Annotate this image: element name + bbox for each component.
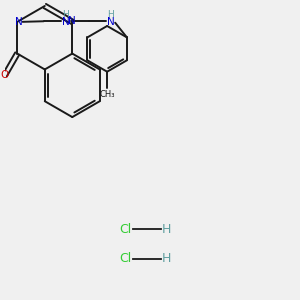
Text: N: N [62, 17, 70, 27]
Text: H: H [107, 10, 114, 19]
Text: H: H [62, 10, 69, 19]
Text: H: H [162, 252, 171, 265]
Text: N: N [107, 17, 115, 27]
Text: Cl: Cl [119, 223, 131, 236]
Text: N: N [15, 17, 22, 27]
Text: N: N [68, 16, 76, 26]
Text: CH₃: CH₃ [99, 90, 115, 99]
Text: O: O [1, 70, 9, 80]
Text: Cl: Cl [119, 252, 131, 265]
Text: H: H [162, 223, 171, 236]
